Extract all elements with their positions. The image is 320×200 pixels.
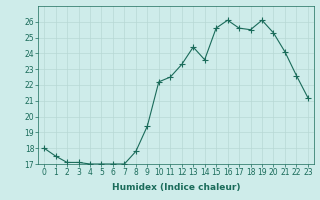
X-axis label: Humidex (Indice chaleur): Humidex (Indice chaleur)	[112, 183, 240, 192]
